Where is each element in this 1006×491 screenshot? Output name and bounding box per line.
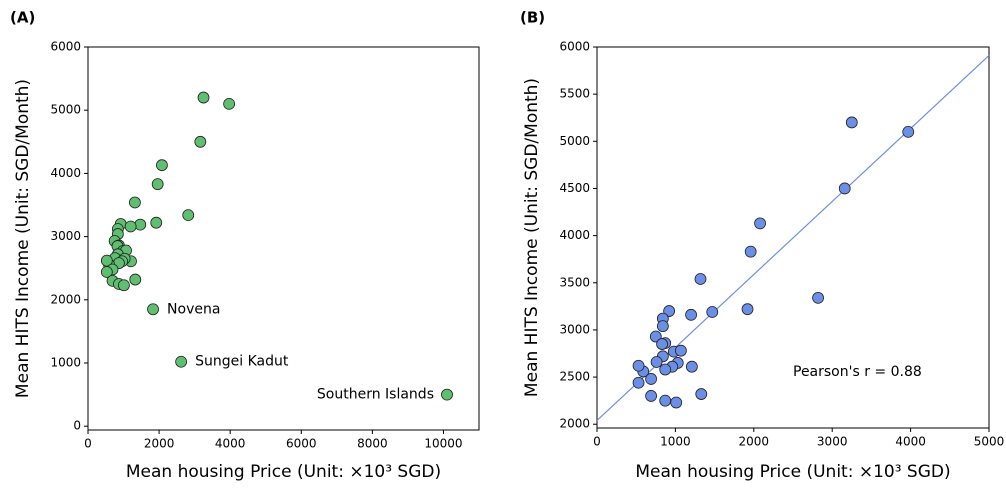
x-tick-label: 4000 bbox=[215, 437, 246, 451]
x-tick-label: 3000 bbox=[817, 435, 848, 449]
scatter-point bbox=[845, 116, 858, 129]
scatter-point bbox=[659, 363, 672, 376]
point-label: Sungei Kadut bbox=[195, 354, 289, 370]
y-tick-label: 5000 bbox=[559, 134, 590, 148]
scatter-point bbox=[175, 355, 188, 368]
y-tick-label: 6000 bbox=[559, 40, 590, 54]
scatter-point bbox=[902, 125, 915, 138]
scatter-point bbox=[118, 279, 130, 292]
y-tick-label: 0 bbox=[73, 419, 81, 433]
y-tick-label: 4500 bbox=[559, 181, 590, 195]
y-tick-label: 1000 bbox=[50, 356, 81, 370]
x-tick-label: 5000 bbox=[974, 435, 1005, 449]
y-tick-label: 2000 bbox=[50, 292, 81, 306]
scatter-point bbox=[744, 245, 757, 258]
y-tick-label: 3000 bbox=[50, 229, 81, 243]
y-tick-label: 5500 bbox=[559, 87, 590, 101]
y-tick-label: 2000 bbox=[559, 417, 590, 431]
x-tick-label: 10000 bbox=[424, 437, 462, 451]
scatter-point bbox=[659, 394, 672, 407]
scatter-point bbox=[706, 306, 719, 318]
y-tick-label: 3000 bbox=[559, 322, 590, 336]
x-tick-label: 1000 bbox=[660, 435, 691, 449]
scatter-point bbox=[754, 217, 766, 230]
y-tick-label: 2500 bbox=[559, 370, 590, 384]
scatter-point bbox=[182, 209, 195, 222]
annotation: Pearson's r = 0.88 bbox=[793, 364, 922, 380]
scatter-point bbox=[656, 320, 669, 333]
scatter-point bbox=[129, 273, 142, 286]
scatter-point bbox=[650, 356, 663, 368]
y-axis-label: Mean HITS Income (Unit: SGD/Month) bbox=[522, 78, 542, 397]
scatter-point bbox=[156, 159, 168, 172]
scatter-point bbox=[150, 216, 163, 229]
scatter-point bbox=[812, 291, 824, 304]
x-tick-label: 0 bbox=[84, 437, 92, 451]
scatter-point bbox=[645, 390, 657, 402]
y-tick-label: 4000 bbox=[50, 166, 81, 180]
panel-label: (A) bbox=[10, 9, 35, 27]
scatter-point bbox=[147, 303, 159, 316]
x-tick-label: 6000 bbox=[286, 437, 317, 451]
point-label: Novena bbox=[167, 301, 220, 317]
x-axis-label: Mean housing Price (Unit: ×10³ SGD) bbox=[635, 462, 950, 482]
scatter-point bbox=[100, 266, 113, 278]
scatter-point bbox=[649, 330, 662, 343]
y-axis-label: Mean HITS Income (Unit: SGD/Month) bbox=[13, 79, 33, 398]
point-label: Southern Islands bbox=[317, 387, 434, 403]
x-axis-label: Mean housing Price (Unit: ×10³ SGD) bbox=[126, 462, 441, 482]
scatter-point bbox=[134, 218, 147, 231]
scatter-point bbox=[632, 359, 645, 372]
plot-frame bbox=[596, 46, 990, 429]
panel-label: (B) bbox=[520, 9, 545, 27]
scatter-point bbox=[670, 396, 683, 409]
scatter-point bbox=[441, 388, 453, 401]
scatter-point bbox=[194, 135, 207, 148]
scatter-point bbox=[663, 305, 676, 317]
scatter-point bbox=[223, 97, 236, 110]
scatter-point bbox=[656, 338, 668, 350]
scatter-point bbox=[674, 344, 687, 357]
scatter-point bbox=[685, 308, 697, 321]
x-tick-label: 4000 bbox=[895, 435, 926, 449]
scatter-point bbox=[129, 196, 141, 209]
scatter-point bbox=[685, 360, 698, 373]
y-tick-label: 4000 bbox=[559, 228, 590, 242]
x-tick-label: 2000 bbox=[144, 437, 175, 451]
y-tick-label: 3500 bbox=[559, 275, 590, 289]
scatter-point bbox=[632, 376, 645, 389]
scatter-point bbox=[838, 182, 851, 195]
x-tick-label: 2000 bbox=[739, 435, 770, 449]
scatter-point bbox=[694, 273, 707, 285]
scatter-point bbox=[645, 373, 657, 385]
x-tick-label: 8000 bbox=[357, 437, 388, 451]
scatter-point bbox=[741, 303, 754, 316]
y-tick-label: 6000 bbox=[50, 40, 81, 54]
scatter-point bbox=[695, 388, 708, 400]
scatter-point bbox=[197, 91, 210, 104]
plot-frame bbox=[87, 46, 480, 431]
y-tick-label: 5000 bbox=[50, 103, 81, 117]
x-tick-label: 0 bbox=[593, 435, 601, 449]
scatter-point bbox=[151, 178, 164, 191]
scatter-point bbox=[124, 220, 137, 233]
